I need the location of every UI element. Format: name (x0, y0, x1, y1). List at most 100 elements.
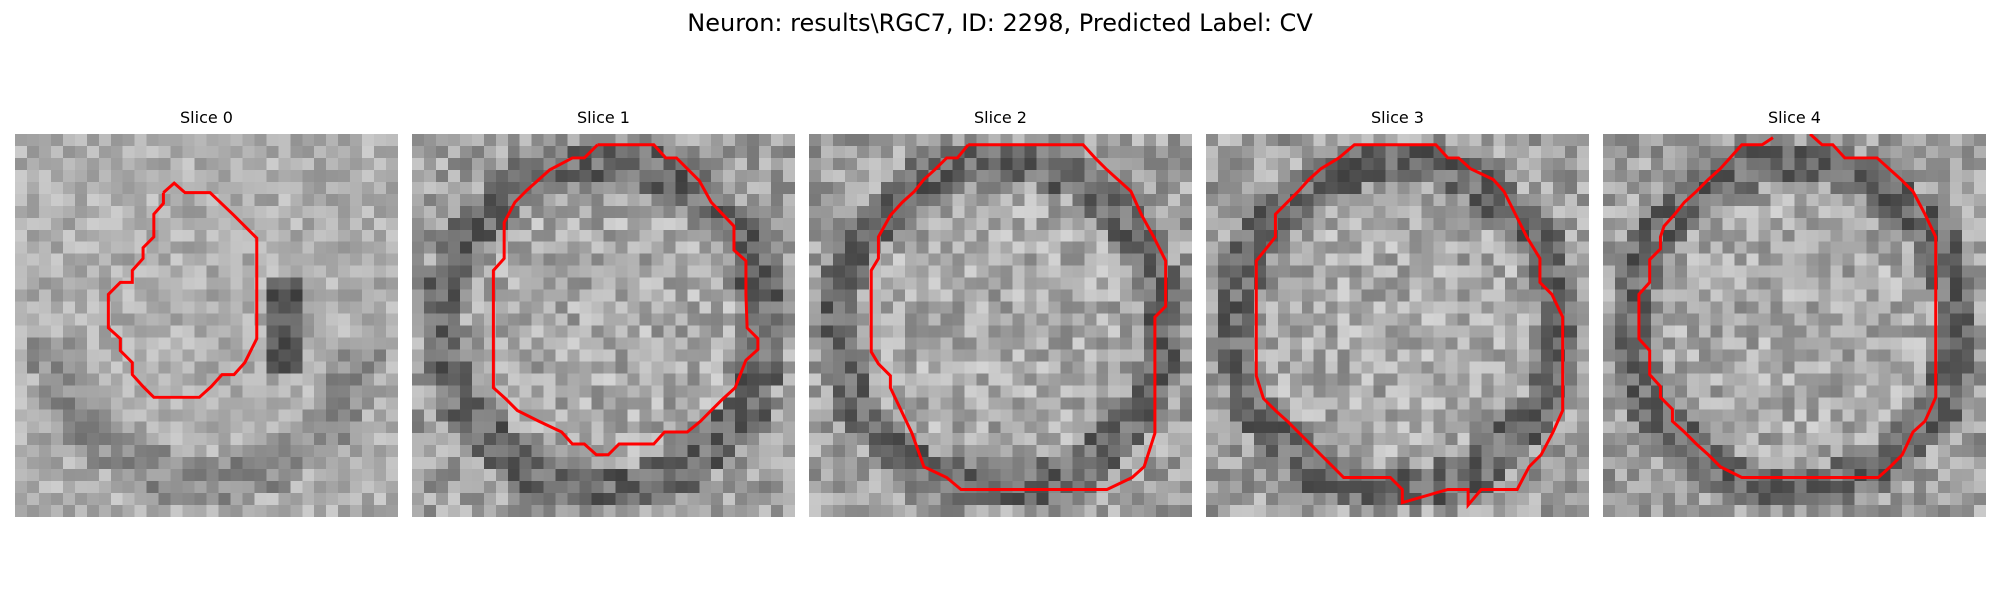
slice-pixel (146, 349, 159, 362)
slice-pixel (1048, 493, 1061, 506)
slice-pixel (158, 181, 171, 195)
slice-pixel (1541, 145, 1554, 159)
slice-pixel (435, 373, 449, 386)
slice-pixel (1505, 289, 1518, 302)
slice-pixel (1072, 433, 1085, 446)
slice-pixel (916, 301, 929, 314)
slice-pixel (1084, 265, 1097, 278)
slice-pixel (567, 205, 580, 219)
slice-pixel (1253, 217, 1267, 230)
slice-pixel (952, 505, 965, 517)
slice-pixel (1878, 421, 1891, 434)
slice-pixel (1156, 457, 1169, 470)
slice-pixel (1409, 421, 1422, 434)
slice-pixel (1734, 409, 1747, 422)
slice-pixel (651, 385, 664, 398)
slice-pixel (1565, 301, 1578, 314)
slice-pixel (519, 433, 532, 446)
slice-pixel (194, 421, 207, 434)
slice-pixel (820, 313, 834, 326)
slice-pixel (1722, 217, 1735, 230)
slice-pixel (759, 337, 772, 350)
slice-pixel (483, 241, 497, 254)
slice-pixel (1926, 134, 1939, 147)
slice-pixel (627, 253, 640, 266)
slice-pixel (170, 361, 183, 374)
slice-pixel (928, 361, 941, 374)
slice-pixel (1036, 289, 1049, 302)
slice-pixel (1650, 193, 1664, 207)
slice-pixel (940, 193, 953, 207)
slice-pixel (809, 277, 822, 290)
slice-pixel (423, 445, 437, 458)
slice-pixel (1962, 361, 1975, 374)
slice-pixel (1168, 421, 1181, 434)
slice-pixel (1938, 373, 1951, 386)
slice-pixel (1638, 145, 1652, 159)
slice-pixel (639, 421, 652, 434)
slice-pixel (531, 265, 544, 278)
slice-pixel (74, 373, 88, 386)
slice-pixel (1662, 361, 1676, 374)
slice-pixel (868, 145, 882, 159)
slice-pixel (374, 457, 387, 470)
slice-pixel (338, 397, 351, 410)
slice-pixel (134, 421, 147, 434)
slice-pixel (1577, 217, 1589, 230)
slice-pixel (699, 385, 712, 398)
slice-pixel (1974, 229, 1986, 242)
slice-pixel (386, 313, 398, 326)
slice-pixel (1866, 313, 1879, 326)
slice-pixel (483, 229, 497, 242)
slice-pixel (892, 157, 905, 171)
slice-pixel (567, 481, 580, 494)
slice-pixel (1517, 361, 1530, 374)
slice-pixel (1000, 397, 1013, 410)
slice-pixel (1144, 373, 1157, 386)
slice-pixel (1361, 433, 1374, 446)
slice-pixel (916, 349, 929, 362)
slice-pixel (1084, 349, 1097, 362)
slice-pixel (1603, 337, 1616, 350)
slice-pixel (194, 277, 207, 290)
slice-pixel (1878, 253, 1891, 266)
slice-pixel (1180, 373, 1192, 386)
slice-pixel (1217, 217, 1231, 230)
slice-pixel (1505, 169, 1518, 183)
slice-pixel (627, 361, 640, 374)
slice-pixel (1349, 181, 1362, 195)
slice-pixel (809, 469, 822, 482)
slice-pixel (278, 445, 291, 458)
slice-pixel (1265, 265, 1279, 278)
slice-pixel (447, 277, 461, 290)
slice-pixel (1217, 193, 1231, 207)
slice-pixel (386, 265, 398, 278)
slice-pixel (326, 433, 339, 446)
slice-pixel (699, 229, 712, 242)
slice-pixel (1878, 325, 1891, 338)
slice-pixel (423, 277, 437, 290)
slice-pixel (1938, 433, 1951, 446)
slice-pixel (495, 433, 508, 446)
slice-pixel (1914, 397, 1927, 410)
slice-pixel (423, 385, 437, 398)
slice-pixel (290, 241, 303, 254)
slice-pixel (1313, 469, 1326, 482)
slice-pixel (988, 325, 1001, 338)
slice-pixel (1962, 145, 1975, 159)
slice-pixel (314, 337, 327, 350)
slice-pixel (1241, 181, 1255, 195)
slice-pixel (579, 301, 592, 314)
slice-pixel (1794, 265, 1807, 278)
slice-pixel (1108, 265, 1121, 278)
slice-pixel (1529, 145, 1542, 159)
slice-pixel (1229, 229, 1243, 242)
slice-pixel (1096, 493, 1109, 506)
slice-pixel (1206, 289, 1219, 302)
slice-pixel (1806, 205, 1819, 219)
slice-pixel (1974, 289, 1986, 302)
slice-pixel (832, 457, 846, 470)
slice-pixel (1529, 229, 1542, 242)
slice-pixel (230, 134, 243, 147)
slice-pixel (1710, 181, 1723, 195)
